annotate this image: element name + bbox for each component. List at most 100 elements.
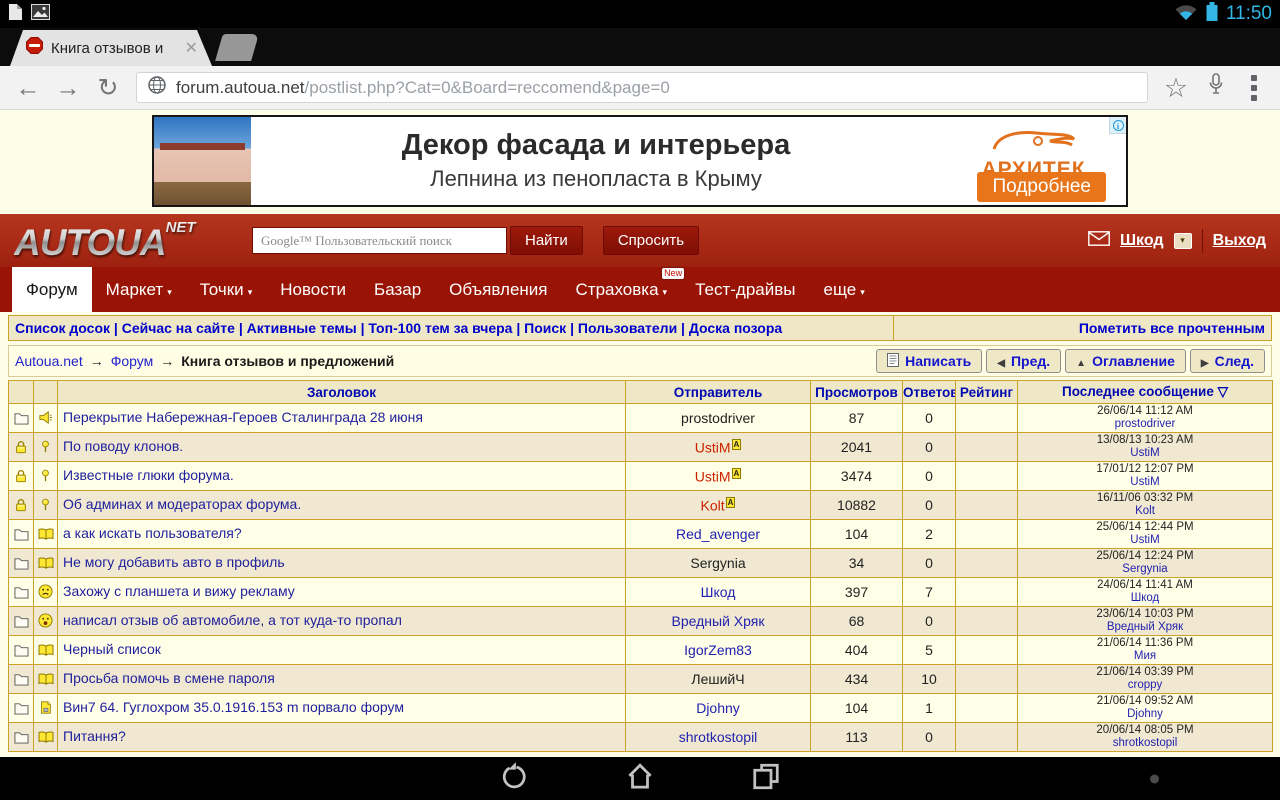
site-logo[interactable]: AUTOUANET [14,220,252,261]
last-message-user-link[interactable]: UstiM [1130,534,1160,546]
sender-link[interactable]: shrotkostopil [678,729,758,745]
breadcrumb-arrow: → [160,353,175,369]
last-message-user-link[interactable]: Шкод [1130,592,1160,604]
breadcrumb-current: Книга отзывов и предложений [181,353,395,369]
prev-button[interactable]: ◀ Пред. [986,349,1062,373]
nav-item[interactable]: еще ▾ [809,267,878,312]
nav-item[interactable]: Точки ▾ [186,267,266,312]
sender-link[interactable]: Шкод [700,584,736,600]
sender-link[interactable]: UstiM [694,439,731,456]
nav-item[interactable]: Новости [266,267,360,312]
android-back-icon[interactable] [499,761,529,796]
breadcrumb-link[interactable]: Форум [110,353,154,369]
topic-cell: Питання? [57,722,626,752]
compose-button[interactable]: Написать [876,349,983,373]
topic-link[interactable]: Перекрытие Набережная-Героев Сталинграда… [63,409,423,425]
subnav-link[interactable]: Список досок [15,320,111,336]
bookmark-star-icon[interactable]: ☆ [1163,72,1189,103]
sender-link[interactable]: UstiM [694,468,731,485]
subnav-bar: Список досок | Сейчас на сайте | Активны… [8,315,1272,341]
last-message-user-link[interactable]: UstiM [1130,476,1160,488]
sender-cell: Вредный Хряк [625,606,811,636]
sender-link[interactable]: IgorZem83 [684,642,752,658]
topic-cell: Вин7 64. Гуглохром 35.0.1916.153 m порва… [57,693,626,723]
ad-banner[interactable]: Декор фасада и интерьера Лепнина из пено… [152,115,1128,207]
last-message-user-link[interactable]: Вредный Хряк [1106,621,1184,633]
subnav-link[interactable]: Поиск [524,320,567,336]
mark-all-read-link[interactable]: Пометить все прочтенным [1078,320,1265,336]
subnav-link[interactable]: Сейчас на сайте [121,320,235,336]
nav-item[interactable]: Страховка ▾ New [562,267,685,312]
last-message-user-link[interactable]: prostodriver [1114,418,1176,430]
topic-link[interactable]: Известные глюки форума. [63,467,234,483]
nav-item[interactable]: Форум [12,267,92,312]
last-message-user-link[interactable]: Мия [1133,650,1157,662]
last-message-user-link[interactable]: Sergynia [1122,563,1168,575]
topic-link[interactable]: а как искать пользователя? [63,525,242,541]
sender-link[interactable]: Red_avenger [675,526,761,542]
nav-item[interactable]: Базар [360,267,435,312]
subnav-link[interactable]: Пользователи [577,320,678,336]
back-button[interactable]: ← [15,73,41,102]
url-bar[interactable]: forum.autoua.net/postlist.php?Cat=0&Boar… [136,72,1148,103]
sender-link[interactable]: Вредный Хряк [671,613,765,629]
column-header-sortable[interactable]: Последнее сообщение ▽ [1017,380,1273,404]
ask-button[interactable]: Спросить [602,226,700,255]
sender-link[interactable]: Kolt [700,497,725,514]
search-button[interactable]: Найти [510,226,583,255]
background-tab-stub[interactable] [215,34,259,61]
nav-item[interactable]: Объявления [435,267,561,312]
sender-link[interactable]: Djohny [696,700,740,716]
next-button[interactable]: ▶ След. [1189,349,1265,373]
ad-info-icon[interactable]: i [1109,117,1126,134]
nav-item[interactable]: Маркет ▾ [92,267,186,312]
menu-overflow-icon[interactable] [1236,74,1272,101]
last-message-user-link[interactable]: croppy [1127,679,1163,691]
replies-cell: 1 [902,693,956,723]
voice-search-mic-icon[interactable] [1196,68,1236,108]
topic-link[interactable]: Черный список [63,641,161,657]
topic-link[interactable]: Питання? [63,728,126,744]
last-message-date: 16/11/06 03:32 PM [1096,492,1194,504]
last-message-user-link[interactable]: shrotkostopil [1112,737,1178,749]
username-link[interactable]: Шкод [1119,231,1164,249]
topic-link[interactable]: По поводу клонов. [63,438,184,454]
pin-icon [39,438,52,455]
user-dropdown-icon[interactable]: ▾ [1173,232,1192,249]
android-home-icon[interactable] [625,761,655,796]
last-message-user-link[interactable]: UstiM [1130,447,1160,459]
tab-close-icon[interactable]: ✕ [184,40,198,57]
nav-item[interactable]: Тест-драйвы [681,267,809,312]
forward-button[interactable]: → [55,73,81,102]
toc-button[interactable]: ▲ Оглавление [1065,349,1186,373]
last-message-user-link[interactable]: Kolt [1135,505,1155,517]
sender-cell: prostodriver [625,403,811,433]
table-row: По поводу клонов. UstiM A 2041 0 13/08/13 10:… [8,432,1273,462]
replies-cell: 2 [902,519,956,549]
subnav-link[interactable]: Топ-100 тем за вчера [368,320,513,336]
subnav-link[interactable]: Активные темы [246,320,357,336]
views-cell: 68 [810,606,903,636]
column-header: Рейтинг [955,380,1018,404]
last-message-date: 23/06/14 10:03 PM [1096,608,1194,620]
browser-tab[interactable]: Книга отзывов и ✕ [10,30,212,66]
logout-link[interactable]: Выход [1212,231,1266,249]
topic-link[interactable]: Не могу добавить авто в профиль [63,554,285,570]
topic-link[interactable]: Захожу с планшета и вижу рекламу [63,583,295,599]
breadcrumb-link[interactable]: Autoua.net [15,353,83,369]
views-cell: 104 [810,519,903,549]
replies-cell: 10 [902,664,956,694]
topic-link[interactable]: Просьба помочь в смене пароля [63,670,275,686]
topic-link[interactable]: Вин7 64. Гуглохром 35.0.1916.153 m порва… [63,699,404,715]
search-input[interactable] [252,227,507,254]
type-icon-cell [33,403,58,433]
mail-envelope-icon[interactable] [1088,230,1110,251]
ad-cta-button[interactable]: Подробнее [977,172,1106,202]
reload-button[interactable]: ↻ [97,73,119,102]
android-recents-icon[interactable] [751,761,781,796]
topic-link[interactable]: Об админах и модераторах форума. [63,496,302,512]
topic-link[interactable]: написал отзыв об автомобиле, а тот куда-… [63,612,402,628]
last-message-user-link[interactable]: Djohny [1127,708,1163,720]
subnav-link[interactable]: Доска позора [688,320,783,336]
